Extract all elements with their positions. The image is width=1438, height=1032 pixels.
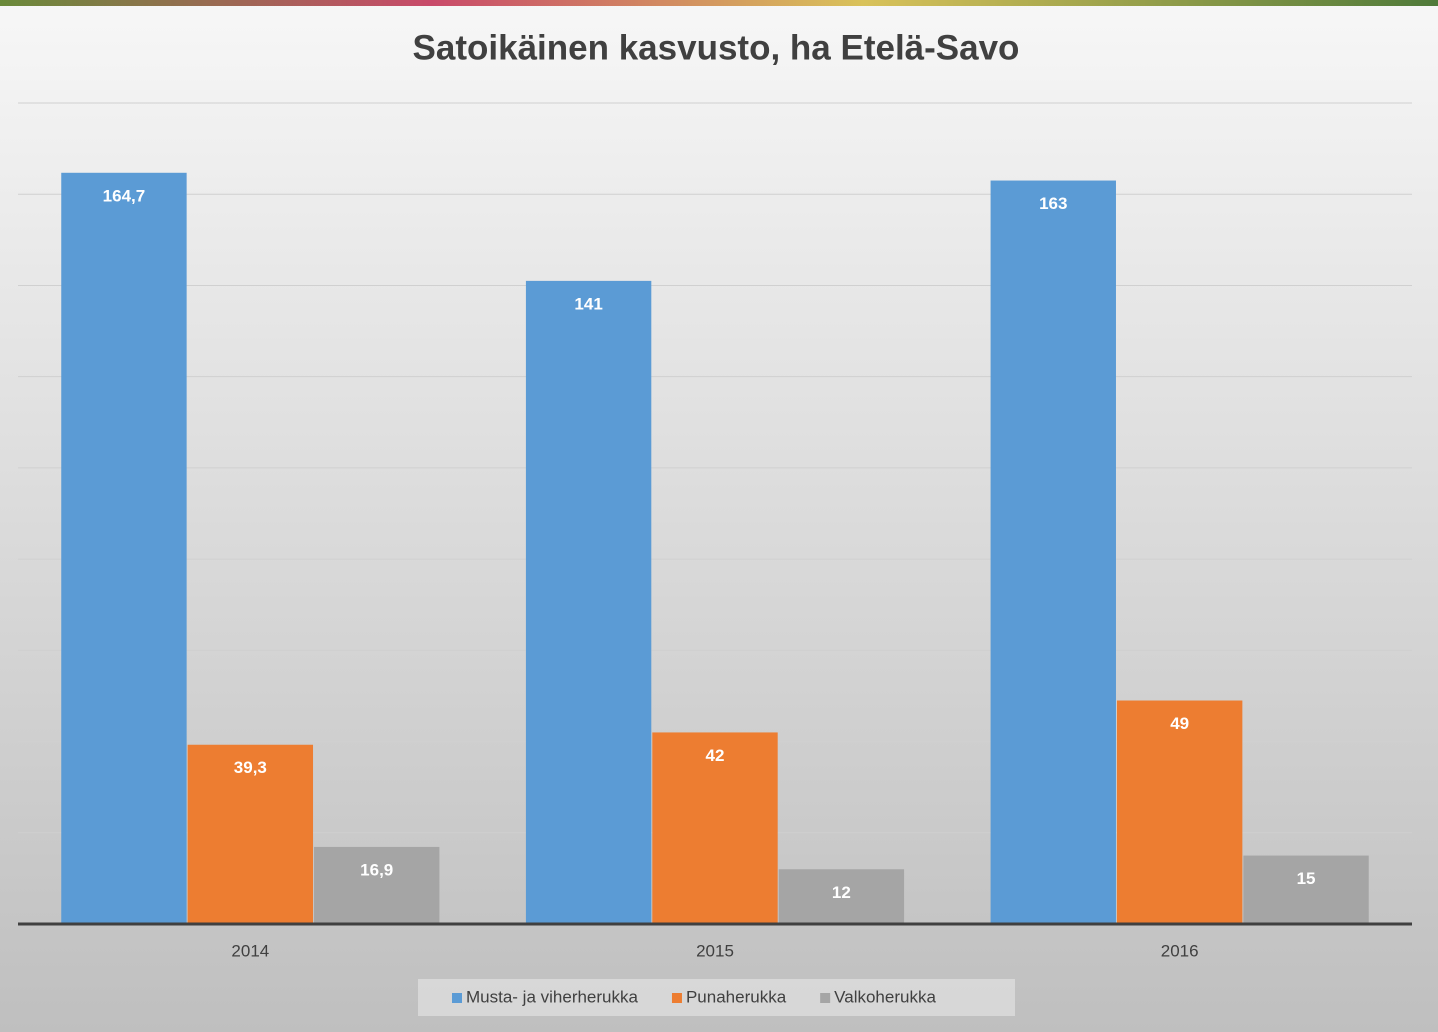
bar [1243,855,1369,924]
chart-title: Satoikäinen kasvusto, ha Etelä-Savo [413,28,1020,67]
data-label: 12 [832,883,851,902]
data-label: 141 [574,294,602,313]
legend-label: Punaherukka [686,987,787,1006]
legend-label: Musta- ja viherherukka [466,987,639,1006]
bar [187,744,314,924]
data-label: 163 [1039,194,1067,213]
top-strip [0,0,1438,6]
bar [778,869,905,924]
bar [314,846,440,924]
data-label: 39,3 [234,758,267,777]
legend-swatch [671,993,682,1003]
legend-label: Valkoherukka [834,987,936,1006]
x-tick-label: 2015 [696,941,734,960]
data-label: 15 [1297,869,1316,888]
bar [1116,700,1243,924]
data-label: 16,9 [360,860,393,879]
bar [525,280,652,925]
legend-box [418,979,1015,1016]
bar [990,180,1116,925]
data-label: 42 [706,746,725,765]
data-label: 49 [1170,714,1189,733]
bar [652,732,778,924]
x-tick-label: 2014 [231,941,269,960]
bar [61,172,187,924]
legend-swatch [820,993,831,1003]
legend-swatch [452,993,462,1003]
data-label: 164,7 [103,186,146,205]
x-tick-label: 2016 [1161,941,1199,960]
